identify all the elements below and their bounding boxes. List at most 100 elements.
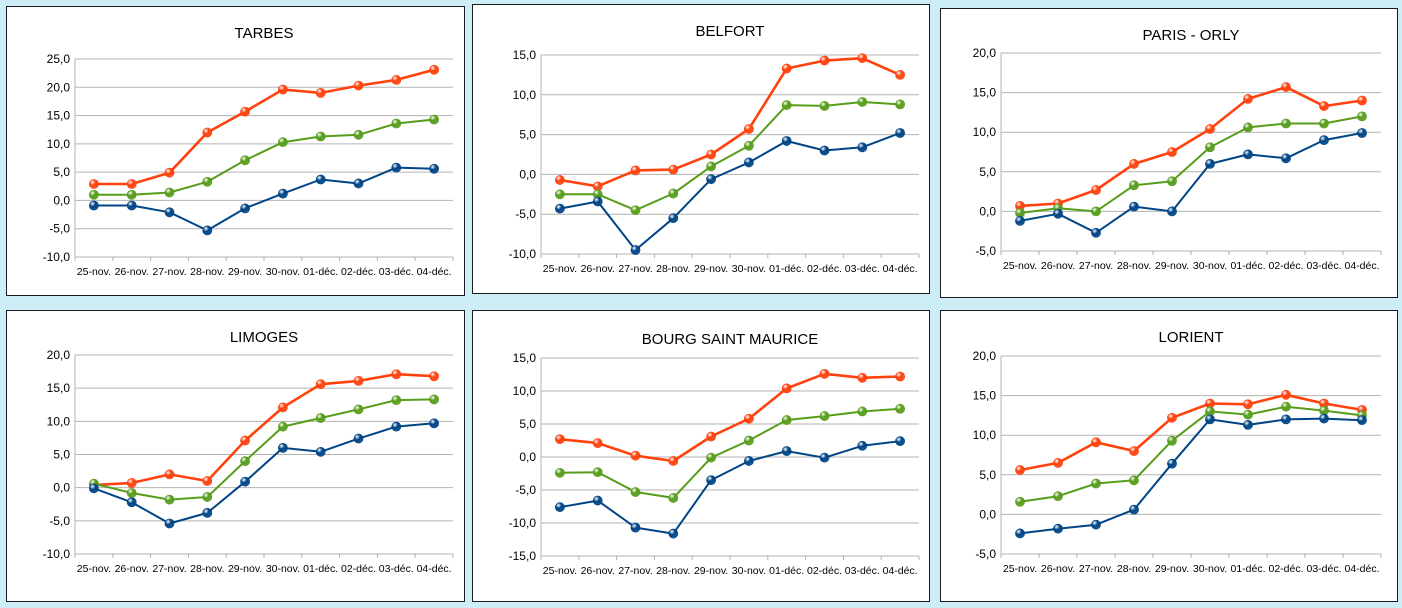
data-point-max [1243,94,1253,104]
x-tick-label: 26-nov. [1041,563,1075,575]
y-tick-label: 5,0 [519,128,536,142]
data-point-min [668,213,679,224]
data-point-mean [1243,122,1253,133]
data-point-min [555,502,565,513]
data-point-min [1357,415,1367,426]
data-point-mean [277,137,288,148]
data-point-max [743,413,754,424]
data-point-mean [857,406,868,417]
data-point-min [1015,216,1025,226]
line-chart-tarbes: TARBES -10,0 -5,0 0,0 5,0 10,0 15,0 20,0 25,0 25-… [43,25,454,278]
chart-panel-limoges: LIMOGES -10,0 -5,0 0,0 5,0 10,0 15,0 20,0 25-nov… [6,310,465,602]
x-tick-label: 28-nov. [190,266,224,278]
data-point-max [429,64,439,75]
y-tick-label: 10,0 [973,428,997,442]
data-point-mean [743,435,754,446]
y-tick-label: 10,0 [47,414,71,428]
x-tick-label: 25-nov. [1003,260,1037,272]
data-point-max [1167,147,1177,157]
y-tick-label: 10,0 [47,137,71,151]
x-tick-label: 30-nov. [266,563,300,575]
x-tick-label: 30-nov. [1193,563,1227,575]
y-tick-label: -5,0 [515,207,536,221]
x-tick-label: 25-nov. [543,263,577,275]
data-point-max [895,371,905,382]
y-tick-label: 5,0 [979,468,996,482]
y-tick-label: 0,0 [979,204,996,218]
data-point-max [706,149,716,160]
data-point-min [240,476,250,487]
y-tick-label: -15,0 [509,549,537,563]
y-tick-label: 5,0 [53,165,70,179]
x-tick-label: 30-nov. [266,266,300,278]
y-tick-label: -10,0 [43,547,71,561]
data-point-max [555,434,565,445]
data-point-min [240,203,250,214]
data-point-min [743,456,754,466]
data-point-max [164,167,175,178]
data-point-max [895,70,905,80]
x-tick-label: 26-nov. [581,565,615,577]
y-tick-label: 15,0 [973,389,997,403]
data-point-min [895,128,905,138]
x-tick-label: 28-nov. [656,263,690,275]
data-point-mean [1167,176,1177,187]
y-tick-label: -5,0 [975,244,996,258]
x-tick-label: 04-déc. [417,266,452,278]
x-tick-label: 03-déc. [1306,563,1341,575]
x-tick-label: 04-déc. [883,565,918,577]
data-point-max [202,127,213,138]
data-point-max [315,379,326,390]
data-point-min [277,188,288,199]
data-point-max [555,175,565,185]
x-tick-label: 03-déc. [379,266,414,278]
data-point-min [781,136,792,146]
data-point-mean [391,395,402,406]
data-point-mean [202,492,213,502]
data-point-mean [1129,475,1139,486]
data-point-max [1091,437,1101,448]
data-point-mean [668,493,679,503]
data-point-mean [1205,142,1215,153]
data-point-min [1281,153,1291,164]
line-chart-bourg-saint-maurice: BOURG SAINT MAURICE -15,0 -10,0 -5,0 0,0 5,0 1… [509,331,920,577]
x-tick-label: 29-nov. [694,565,728,577]
data-point-max [857,53,868,64]
data-point-min [1129,201,1139,212]
chart-title: LIMOGES [230,329,298,346]
data-point-min [1243,149,1253,160]
y-tick-label: -5,0 [515,483,536,497]
data-point-min [1357,128,1367,138]
data-point-mean [895,403,905,414]
data-point-min [1015,528,1025,539]
y-tick-label: -5,0 [975,547,996,561]
data-point-min [89,483,99,494]
data-point-min [1319,135,1329,146]
series-line-max [559,372,901,463]
data-point-max [277,84,288,95]
x-tick-label: 27-nov. [152,266,186,278]
data-point-max [391,75,402,85]
data-point-max [164,469,175,480]
x-tick-label: 29-nov. [1155,260,1189,272]
line-chart-belfort: BELFORT -10,0 -5,0 0,0 5,0 10,0 15,0 25-nov. 26-… [509,23,920,275]
y-tick-label: 15,0 [973,86,997,100]
data-point-max [353,375,364,386]
data-point-min [1053,523,1063,534]
data-point-min [706,174,716,185]
x-tick-label: 27-nov. [618,263,652,275]
chart-panel-belfort: BELFORT -10,0 -5,0 0,0 5,0 10,0 15,0 25-nov. 26-… [472,4,930,294]
x-tick-label: 28-nov. [1117,260,1151,272]
y-tick-label: 20,0 [973,46,997,60]
data-point-mean [706,452,716,463]
x-tick-label: 04-déc. [1344,563,1379,575]
data-point-min [391,162,402,173]
x-tick-label: 01-déc. [303,266,338,278]
x-tick-label: 03-déc. [845,565,880,577]
data-point-mean [353,404,364,415]
y-tick-label: 20,0 [47,80,71,94]
x-tick-label: 01-déc. [1230,260,1265,272]
line-chart-paris-orly: PARIS - ORLY -5,0 0,0 5,0 10,0 15,0 20,0 25-nov… [973,27,1382,272]
data-point-mean [555,467,565,478]
x-tick-label: 30-nov. [732,565,766,577]
